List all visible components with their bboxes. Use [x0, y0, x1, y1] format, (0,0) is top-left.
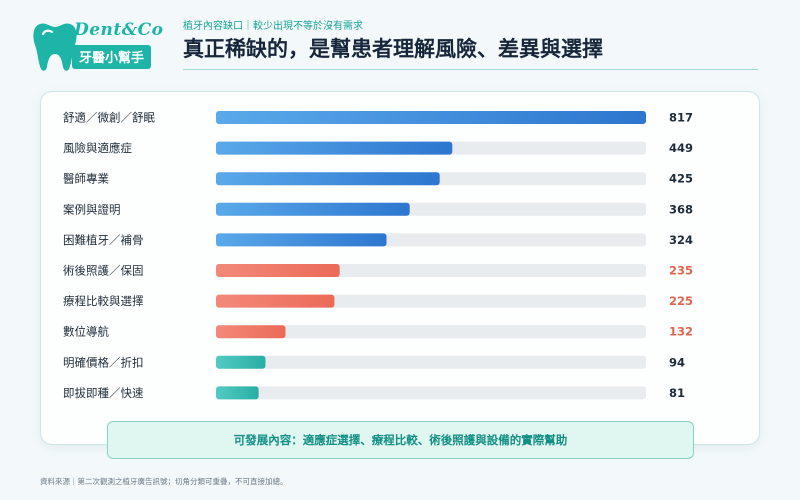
- bar: [216, 325, 286, 339]
- category-label: 困難植牙／補骨: [63, 233, 144, 247]
- value-label: 368: [669, 202, 693, 216]
- bar: [216, 233, 387, 247]
- bar: [216, 202, 410, 216]
- bar: [216, 111, 646, 124]
- logo-brand: Dent&Co: [74, 20, 164, 40]
- category-label: 舒適／微創／舒眠: [63, 111, 155, 125]
- bar: [216, 141, 453, 155]
- category-label: 即拔即種／快速: [63, 386, 144, 400]
- category-label: 療程比較與選擇: [63, 294, 144, 308]
- chart-panel: 舒適／微創／舒眠 817 風險與適應症 449 醫師專業 425 案例與證明 368 困難植牙／…: [40, 91, 760, 445]
- logo-subtitle: 牙醫小幫手: [72, 45, 152, 69]
- bar-track: [216, 355, 646, 369]
- category-label: 明確價格／折扣: [63, 355, 144, 369]
- value-label: 817: [669, 111, 693, 125]
- value-label: 132: [669, 325, 693, 339]
- content-suggestion-note: 可發展內容：適應症選擇、療程比較、術後照護與設備的實際幫助: [107, 421, 694, 459]
- category-label: 數位導航: [63, 325, 109, 339]
- source-footnote: 資料來源｜第二次觀測之植牙廣告訊號；切角分類可重疊，不可直接加總。: [40, 477, 288, 486]
- logo: Dent&Co 牙醫小幫手: [30, 14, 170, 74]
- value-label: 235: [669, 264, 693, 278]
- category-label: 術後照護／保固: [63, 264, 144, 278]
- category-label: 醫師專業: [63, 172, 109, 186]
- value-label: 225: [669, 294, 693, 308]
- tooth-icon: [33, 23, 77, 71]
- page-title: 真正稀缺的，是幫患者理解風險、差異與選擇: [183, 37, 603, 61]
- value-label: 94: [669, 355, 685, 369]
- eyebrow-text: 植牙內容缺口｜較少出現不等於沒有需求: [183, 21, 363, 32]
- bar: [216, 264, 340, 277]
- category-label: 案例與證明: [63, 202, 121, 216]
- bar: [216, 355, 266, 369]
- value-label: 449: [669, 141, 693, 155]
- title-divider: [183, 69, 758, 70]
- value-label: 81: [669, 386, 685, 400]
- bar-track: [216, 325, 646, 339]
- value-label: 324: [669, 233, 693, 247]
- value-label: 425: [669, 172, 693, 186]
- bar-track: [216, 386, 646, 400]
- bar: [216, 294, 335, 308]
- category-label: 風險與適應症: [63, 141, 132, 155]
- bar: [216, 172, 440, 186]
- bar-chart: 舒適／微創／舒眠 817 風險與適應症 449 醫師專業 425 案例與證明 368 困難植牙／…: [63, 111, 693, 400]
- bar: [216, 386, 259, 400]
